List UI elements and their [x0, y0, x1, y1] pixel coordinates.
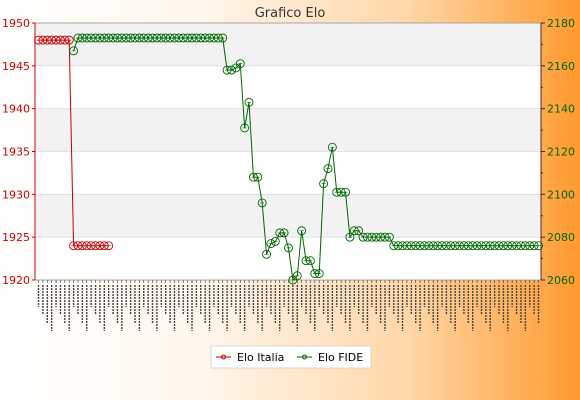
y-left-tick-label-1920: 1920 [2, 274, 30, 287]
y-right-tick-label-2140: 2140 [547, 103, 575, 116]
legend-item-elo-italia: Elo Italia [216, 351, 284, 364]
plot-band [35, 23, 541, 66]
data-point [384, 232, 394, 242]
y-left-tick-label-1930: 1930 [2, 188, 30, 201]
y-right-tick-label-2100: 2100 [547, 188, 575, 201]
y-left-tick-label-1940: 1940 [2, 103, 30, 116]
y-right-tick-label-2060: 2060 [547, 274, 575, 287]
data-point [354, 226, 364, 236]
axes: 1920 1925 1930 1935 1940 1945 1950 2060 2080 2100… [2, 17, 575, 287]
legend-swatch-marker-italia [221, 354, 226, 360]
series-elo-fide [69, 33, 543, 285]
series-elo-italia [34, 35, 114, 251]
chart-title: Grafico Elo [255, 6, 326, 21]
data-point [270, 236, 280, 246]
data-point [253, 172, 263, 182]
data-point [292, 271, 302, 281]
x-tick-labels [37, 280, 540, 331]
data-point [64, 35, 74, 45]
data-point [345, 232, 355, 242]
data-point [104, 241, 114, 251]
data-point [69, 46, 79, 56]
legend-item-elo-fide: Elo FIDE [297, 351, 363, 364]
data-point [284, 243, 293, 253]
data-point [240, 123, 250, 133]
data-point [341, 187, 350, 197]
legend-swatch-marker-fide [302, 354, 307, 360]
legend: Elo Italia Elo FIDE [210, 345, 372, 369]
y-right-tick-label-2080: 2080 [547, 231, 575, 244]
data-point [257, 198, 267, 208]
data-point [279, 228, 289, 238]
data-point [262, 249, 272, 259]
data-point [534, 241, 543, 251]
data-point [266, 239, 276, 249]
data-point [227, 65, 236, 75]
y-left-tick-label-1950: 1950 [2, 17, 30, 30]
data-point [305, 256, 315, 266]
data-point [319, 179, 329, 189]
legend-label-elo-fide: Elo FIDE [318, 351, 363, 364]
y-left-tick-label-1945: 1945 [2, 60, 30, 73]
legend-box [210, 345, 372, 369]
y-left-tick-label-1935: 1935 [2, 146, 30, 159]
plot-band [35, 194, 541, 238]
series-layer [34, 33, 543, 285]
data-point [327, 142, 337, 152]
y-right-tick-label-2180: 2180 [547, 17, 575, 30]
data-point [297, 226, 307, 236]
y-right-tick-label-2160: 2160 [547, 60, 575, 73]
legend-label-elo-italia: Elo Italia [237, 351, 284, 364]
data-point [314, 269, 324, 279]
y-left-tick-label-1925: 1925 [2, 231, 30, 244]
plot-band [35, 108, 541, 152]
data-point [244, 97, 254, 107]
data-point [235, 59, 245, 69]
y-right-tick-label-2120: 2120 [547, 146, 575, 159]
data-point [218, 33, 228, 43]
data-point [323, 164, 333, 174]
